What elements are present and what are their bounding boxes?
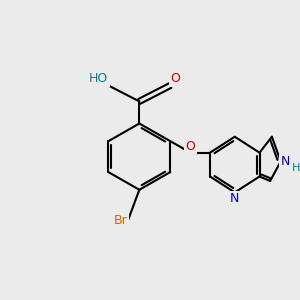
Text: HO: HO	[89, 73, 108, 85]
Text: O: O	[170, 73, 180, 85]
Text: O: O	[186, 140, 196, 153]
Text: H: H	[292, 163, 300, 173]
Text: Br: Br	[114, 214, 128, 227]
Text: N: N	[230, 192, 239, 206]
Text: N: N	[281, 155, 290, 168]
